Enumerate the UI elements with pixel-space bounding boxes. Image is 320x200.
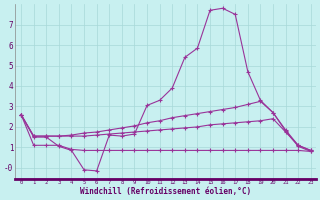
- X-axis label: Windchill (Refroidissement éolien,°C): Windchill (Refroidissement éolien,°C): [80, 187, 251, 196]
